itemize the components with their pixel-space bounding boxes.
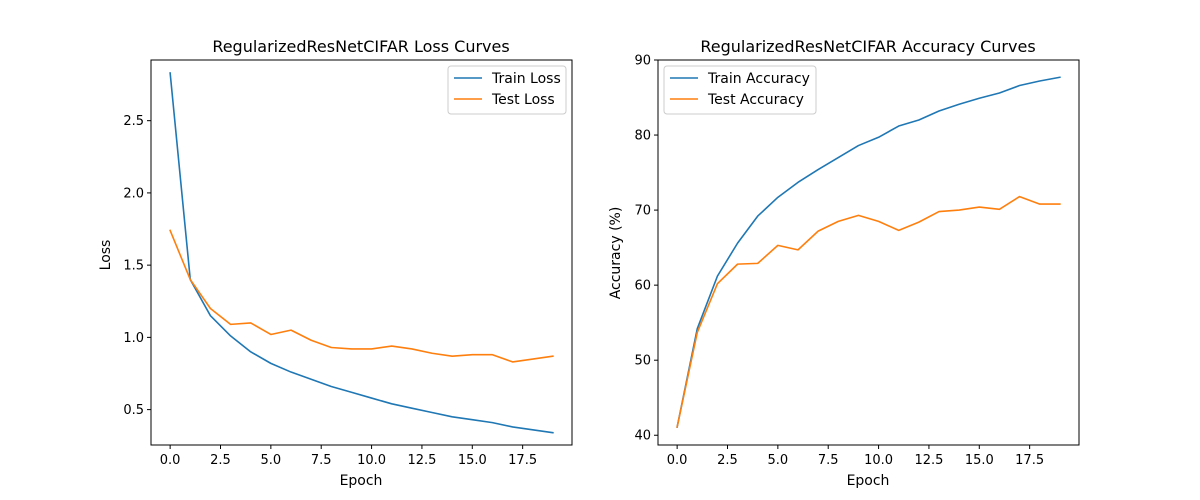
accuracy-x-tick-label: 5.0 xyxy=(768,453,789,468)
loss-legend-label-train-loss: Train Loss xyxy=(491,71,561,87)
loss-series-train-loss-line xyxy=(169,72,554,434)
loss-y-axis-label: Loss xyxy=(98,240,114,271)
accuracy-chart-title: RegularizedResNetCIFAR Accuracy Curves xyxy=(700,37,1035,56)
accuracy-y-tick-label: 40 xyxy=(634,429,651,444)
accuracy-x-tick-label: 15.0 xyxy=(965,453,994,468)
loss-axes-frame xyxy=(150,59,573,446)
accuracy-x-axis-label: Epoch xyxy=(847,473,890,489)
loss-x-tick-label: 5.0 xyxy=(261,453,282,468)
accuracy-y-tick-label: 50 xyxy=(634,354,651,369)
accuracy-series-train-accuracy-line xyxy=(676,76,1061,428)
accuracy-x-tick-label: 7.5 xyxy=(818,453,839,468)
loss-y-tick-label: 0.5 xyxy=(123,403,144,418)
loss-x-tick-label: 15.0 xyxy=(458,453,487,468)
loss-x-axis-label: Epoch xyxy=(340,473,383,489)
accuracy-x-tick-label: 17.5 xyxy=(1015,453,1044,468)
loss-plot-area: 0.0 2.5 5.0 7.5 10.0 12.5 15.0 17.5 0.5 1.0 1.5 2.0… xyxy=(123,59,573,468)
accuracy-y-axis-label: Accuracy (%) xyxy=(608,207,624,300)
accuracy-x-tick-label: 2.5 xyxy=(717,453,738,468)
accuracy-x-tick-label: 10.0 xyxy=(864,453,893,468)
loss-legend: Train Loss Test Loss xyxy=(447,65,567,115)
accuracy-y-tick-label: 60 xyxy=(634,279,651,294)
accuracy-series-test-accuracy-line xyxy=(676,195,1061,428)
loss-x-tick-label: 10.0 xyxy=(357,453,386,468)
loss-legend-label-test-loss: Test Loss xyxy=(491,92,555,108)
accuracy-axes-frame xyxy=(657,59,1080,446)
loss-x-tick-label: 7.5 xyxy=(311,453,332,468)
loss-chart: RegularizedResNetCIFAR Loss Curves Epoch… xyxy=(98,37,573,489)
accuracy-y-tick-label: 90 xyxy=(634,54,651,69)
accuracy-legend: Train Accuracy Test Accuracy xyxy=(663,65,817,115)
loss-chart-title: RegularizedResNetCIFAR Loss Curves xyxy=(212,37,509,56)
loss-x-tick-label: 12.5 xyxy=(407,453,436,468)
accuracy-x-tick-label: 12.5 xyxy=(914,453,943,468)
loss-x-tick-label: 2.5 xyxy=(210,453,231,468)
accuracy-plot-area: 0.0 2.5 5.0 7.5 10.0 12.5 15.0 17.5 40 50 60 70 80 90 xyxy=(634,54,1080,468)
loss-x-tick-label: 0.0 xyxy=(160,453,181,468)
loss-y-tick-label: 1.5 xyxy=(123,259,144,274)
accuracy-y-tick-label: 70 xyxy=(634,204,651,219)
accuracy-legend-label-train-accuracy: Train Accuracy xyxy=(707,71,810,87)
accuracy-chart: RegularizedResNetCIFAR Accuracy Curves E… xyxy=(608,37,1080,489)
loss-y-tick-label: 2.5 xyxy=(123,114,144,129)
accuracy-y-tick-label: 80 xyxy=(634,129,651,144)
loss-series-test-loss-line xyxy=(169,229,554,363)
accuracy-x-tick-label: 0.0 xyxy=(667,453,688,468)
loss-y-tick-label: 1.0 xyxy=(123,331,144,346)
loss-y-tick-label: 2.0 xyxy=(123,186,144,201)
accuracy-legend-box xyxy=(663,65,817,115)
loss-x-tick-label: 17.5 xyxy=(508,453,537,468)
accuracy-legend-label-test-accuracy: Test Accuracy xyxy=(707,92,804,108)
